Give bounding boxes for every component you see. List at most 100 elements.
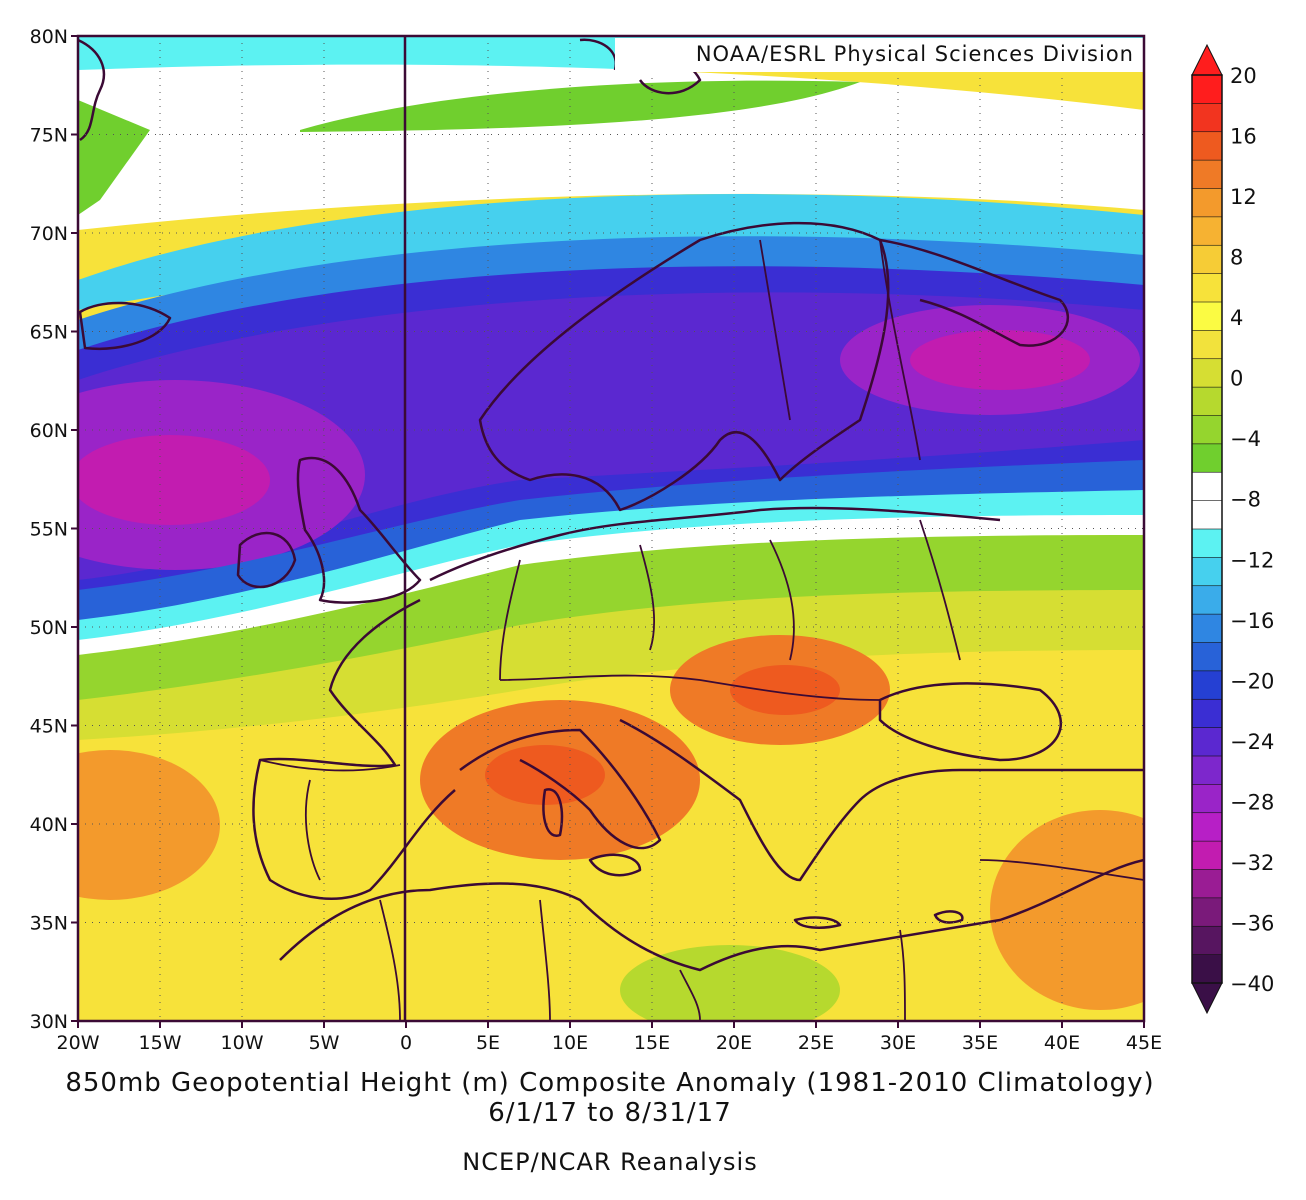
lat-tick-label: 70N bbox=[30, 223, 68, 245]
lon-tick-label: 10W bbox=[221, 1032, 264, 1054]
green-pocket-libya bbox=[620, 945, 840, 1021]
colorbar-label: −4 bbox=[1230, 427, 1261, 451]
band-iceland-green bbox=[78, 100, 150, 215]
colorbar-label: 0 bbox=[1230, 367, 1243, 391]
coastlines bbox=[78, 38, 1144, 972]
colorbar-swatch bbox=[1191, 500, 1223, 530]
band-white-south bbox=[78, 515, 1144, 660]
lon-tick-label: 40E bbox=[1044, 1032, 1080, 1054]
low-center-atlantic-core bbox=[78, 435, 270, 525]
colorbar-label: −8 bbox=[1230, 488, 1261, 512]
lat-tick-label: 40N bbox=[30, 814, 68, 836]
border-africa-1 bbox=[379, 899, 401, 1021]
lon-tick-label: 0 bbox=[400, 1032, 412, 1054]
border-france-germany bbox=[499, 559, 521, 681]
colorbar-label: 4 bbox=[1230, 306, 1243, 330]
latitude-axis: 80N 75N 70N 65N 60N 55N 50N 45N 40N 35N 30N bbox=[30, 26, 78, 1033]
colorbar-swatch bbox=[1191, 330, 1223, 360]
coast-balkans-greece bbox=[619, 718, 1144, 882]
country-borders bbox=[259, 239, 1144, 1021]
colorbar-swatch bbox=[1191, 273, 1223, 303]
lon-tick-label: 20W bbox=[57, 1032, 100, 1054]
coast-crete bbox=[793, 916, 842, 929]
coast-sardinia bbox=[542, 788, 564, 837]
colorbar-swatch bbox=[1191, 103, 1223, 133]
high-center-levant bbox=[990, 810, 1144, 1010]
lat-tick-label: 80N bbox=[30, 26, 68, 48]
border-africa-2 bbox=[539, 899, 551, 1021]
colorbar-swatch bbox=[1191, 216, 1223, 247]
lat-tick-label: 55N bbox=[30, 519, 68, 541]
band-cyan-south bbox=[78, 490, 1144, 650]
colorbar-swatch bbox=[1191, 613, 1223, 644]
coast-north-europe bbox=[429, 506, 1001, 582]
coast-italy bbox=[459, 728, 662, 850]
colorbar-swatch bbox=[1191, 188, 1223, 218]
colorbar-label: −20 bbox=[1230, 669, 1274, 693]
lon-tick-label: 15E bbox=[634, 1032, 670, 1054]
lon-tick-label: 20E bbox=[716, 1032, 752, 1054]
colorbar-swatch bbox=[1191, 784, 1223, 814]
lon-tick-label: 10E bbox=[552, 1032, 588, 1054]
colorbar-label: −32 bbox=[1230, 851, 1274, 875]
lon-tick-label: 45E bbox=[1126, 1032, 1162, 1054]
coast-britain bbox=[296, 456, 422, 604]
border-eastern bbox=[919, 519, 961, 661]
border-germany-poland bbox=[639, 544, 656, 651]
colorbar-swatch bbox=[1191, 159, 1223, 190]
lat-tick-label: 45N bbox=[30, 716, 68, 738]
coast-kola-whitesea bbox=[879, 238, 1070, 347]
data-source: NCEP/NCAR Reanalysis bbox=[462, 1148, 758, 1176]
colorbar-swatch bbox=[1191, 642, 1223, 672]
colorbar-swatch bbox=[1191, 443, 1223, 474]
colorbar-swatch bbox=[1191, 131, 1223, 161]
colorbar-swatch bbox=[1191, 358, 1223, 388]
colorbar-label: 12 bbox=[1230, 185, 1257, 209]
colorbar-swatch bbox=[1191, 244, 1223, 275]
colorbar-swatch bbox=[1191, 755, 1223, 786]
figure-title: 850mb Geopotential Height (m) Composite … bbox=[65, 1068, 1155, 1098]
coast-scandinavia bbox=[478, 221, 890, 512]
colorbar-swatch bbox=[1191, 698, 1223, 729]
high-center-iberia-west bbox=[78, 750, 220, 900]
border-turkey-syria bbox=[979, 859, 1144, 881]
colorbar-swatch bbox=[1191, 386, 1223, 417]
colorbar-swatch bbox=[1191, 812, 1223, 842]
band-lime-south bbox=[78, 590, 1144, 740]
lat-tick-label: 35N bbox=[30, 913, 68, 935]
colorbar-swatch bbox=[1191, 869, 1223, 899]
band-arctic-white bbox=[78, 64, 1144, 230]
lon-tick-label: 35E bbox=[962, 1032, 998, 1054]
graticule-grid bbox=[78, 36, 1144, 1021]
coast-cyprus bbox=[933, 910, 964, 924]
credit-label: NOAA/ESRL Physical Sciences Division bbox=[696, 42, 1134, 66]
lon-tick-label: 25E bbox=[798, 1032, 834, 1054]
colorbar-swatch bbox=[1191, 670, 1223, 701]
colorbar-swatch bbox=[1191, 557, 1223, 587]
colorbar-label: −24 bbox=[1230, 730, 1274, 754]
longitude-axis: 20W 15W 10W 5W 0 5E 10E 15E 20E 25E 30E 35E 40E 45E bbox=[57, 1021, 1162, 1054]
color-scale-legend bbox=[1191, 43, 1223, 1015]
lon-tick-label: 5W bbox=[309, 1032, 340, 1054]
lon-tick-label: 15W bbox=[139, 1032, 182, 1054]
band-arctic-green bbox=[300, 80, 860, 132]
coast-iceland bbox=[78, 301, 172, 350]
colorbar-label: −36 bbox=[1230, 911, 1274, 935]
coast-black-sea bbox=[878, 682, 1062, 762]
lat-tick-label: 60N bbox=[30, 420, 68, 442]
colorbar-swatch bbox=[1191, 840, 1223, 871]
colorbar-swatch bbox=[1191, 415, 1223, 445]
border-sweden-finland bbox=[759, 239, 791, 421]
anomaly-field bbox=[78, 36, 1144, 1021]
low-center-russia-core bbox=[910, 330, 1090, 390]
lat-tick-label: 75N bbox=[30, 125, 68, 147]
border-alpine bbox=[499, 674, 881, 701]
lat-tick-label: 50N bbox=[30, 617, 68, 639]
color-scale-labels: 20 16 12 8 4 0 −4 −8 −12 −16 −20 −24 −28 −32 −36 −40 bbox=[1230, 64, 1274, 996]
lat-tick-label: 65N bbox=[30, 322, 68, 344]
credit-box bbox=[615, 38, 1143, 72]
band-blue-north bbox=[78, 236, 1144, 360]
colorbar-swatch bbox=[1191, 585, 1223, 615]
colorbar-swatch bbox=[1191, 528, 1223, 559]
